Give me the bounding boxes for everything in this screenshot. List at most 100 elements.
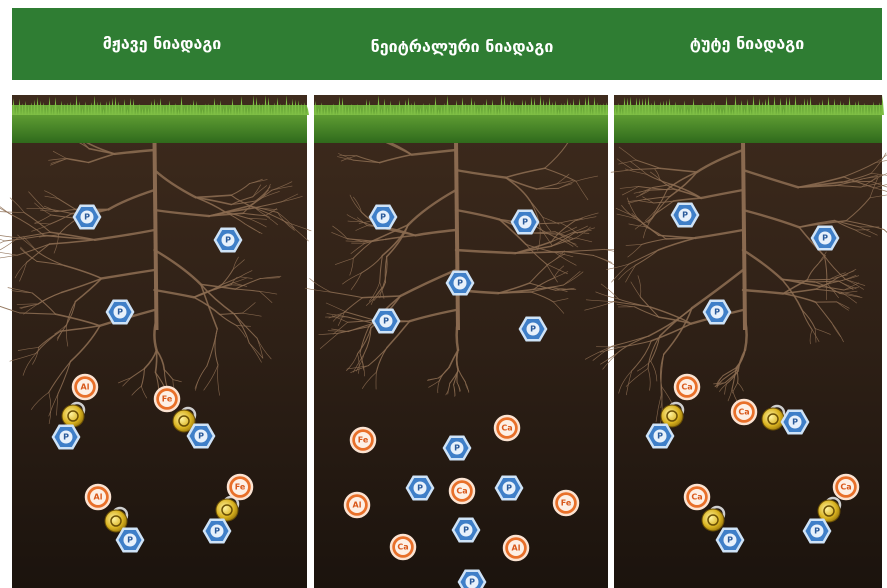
root [599, 346, 622, 353]
lock-body [215, 498, 239, 522]
root [843, 286, 860, 291]
root [56, 325, 67, 341]
ion-node: Al [502, 534, 530, 562]
root [627, 244, 643, 258]
root [660, 394, 663, 424]
root [797, 176, 845, 189]
root [542, 216, 552, 232]
root [498, 218, 527, 246]
root [869, 194, 887, 199]
phosphate-label: P [127, 536, 133, 545]
phosphate-label: P [380, 213, 386, 222]
root [574, 212, 599, 222]
root [606, 263, 630, 270]
root [131, 385, 142, 396]
root [244, 223, 261, 234]
root [649, 306, 693, 325]
root [107, 188, 156, 211]
root [741, 288, 785, 295]
root [464, 381, 470, 393]
root [618, 159, 637, 165]
root [368, 281, 381, 302]
lock-ring [707, 514, 719, 526]
root [658, 307, 693, 338]
root [875, 154, 887, 164]
root [806, 263, 819, 281]
root [19, 312, 57, 315]
lock-icon [61, 401, 86, 428]
header-bar: მჟავე ნიადაგი ნეიტრალური ნიადაგი ტუტე ნი… [12, 8, 882, 80]
lock-icon [701, 505, 726, 532]
root [384, 256, 388, 283]
root [43, 205, 57, 213]
root [657, 234, 697, 239]
root [0, 235, 19, 239]
phosphate-label: P [84, 213, 90, 222]
phosphate-label: P [727, 536, 733, 545]
root [35, 330, 62, 354]
root [130, 367, 145, 379]
phosphate-label: P [814, 527, 820, 536]
root [347, 322, 374, 333]
root [633, 189, 651, 194]
root [883, 229, 887, 233]
lock-body [104, 509, 128, 533]
ion-node: P [445, 270, 475, 296]
ion-node: P [186, 423, 216, 449]
root [533, 284, 564, 290]
root [332, 225, 348, 240]
root [841, 172, 872, 183]
metal-label: Al [512, 544, 521, 553]
root [870, 181, 887, 188]
root [153, 248, 202, 286]
root [331, 328, 349, 332]
root [281, 195, 303, 203]
metal-label: Fe [561, 499, 572, 508]
root [49, 231, 96, 241]
root [556, 173, 570, 185]
root [829, 272, 846, 280]
ion-node: P [645, 423, 675, 449]
metal-label: Fe [162, 395, 173, 404]
root [555, 287, 575, 291]
root [722, 367, 737, 377]
phosphate-label: P [822, 234, 828, 243]
root [625, 264, 636, 283]
root [641, 238, 667, 245]
metal-core [395, 539, 411, 555]
root [536, 187, 559, 190]
lock-body [172, 409, 196, 433]
phosphate-label: P [522, 218, 528, 227]
root [575, 226, 591, 239]
phosphate-label: P [682, 211, 688, 220]
ion-node: P [51, 424, 81, 450]
root [528, 263, 549, 284]
root [0, 306, 21, 314]
root [349, 194, 362, 213]
root [30, 391, 50, 410]
phosphate-label: P [463, 526, 469, 535]
root [221, 276, 241, 286]
root [239, 270, 253, 278]
column-title: ტუტე ნიადაგი [689, 34, 805, 53]
root [798, 219, 847, 229]
root [653, 200, 674, 204]
phosphate-core [453, 276, 467, 290]
root [87, 153, 116, 164]
root [252, 185, 267, 198]
phosphate-label: P [117, 308, 123, 317]
root [384, 234, 417, 241]
root [656, 200, 674, 214]
metal-core [838, 479, 854, 495]
root [455, 349, 460, 372]
root [625, 368, 649, 387]
root [553, 271, 569, 279]
root [373, 281, 386, 301]
root [113, 148, 156, 156]
root [381, 224, 409, 257]
root [539, 226, 553, 247]
root [437, 380, 440, 394]
root [63, 264, 103, 280]
root [193, 287, 218, 299]
root [232, 256, 239, 270]
